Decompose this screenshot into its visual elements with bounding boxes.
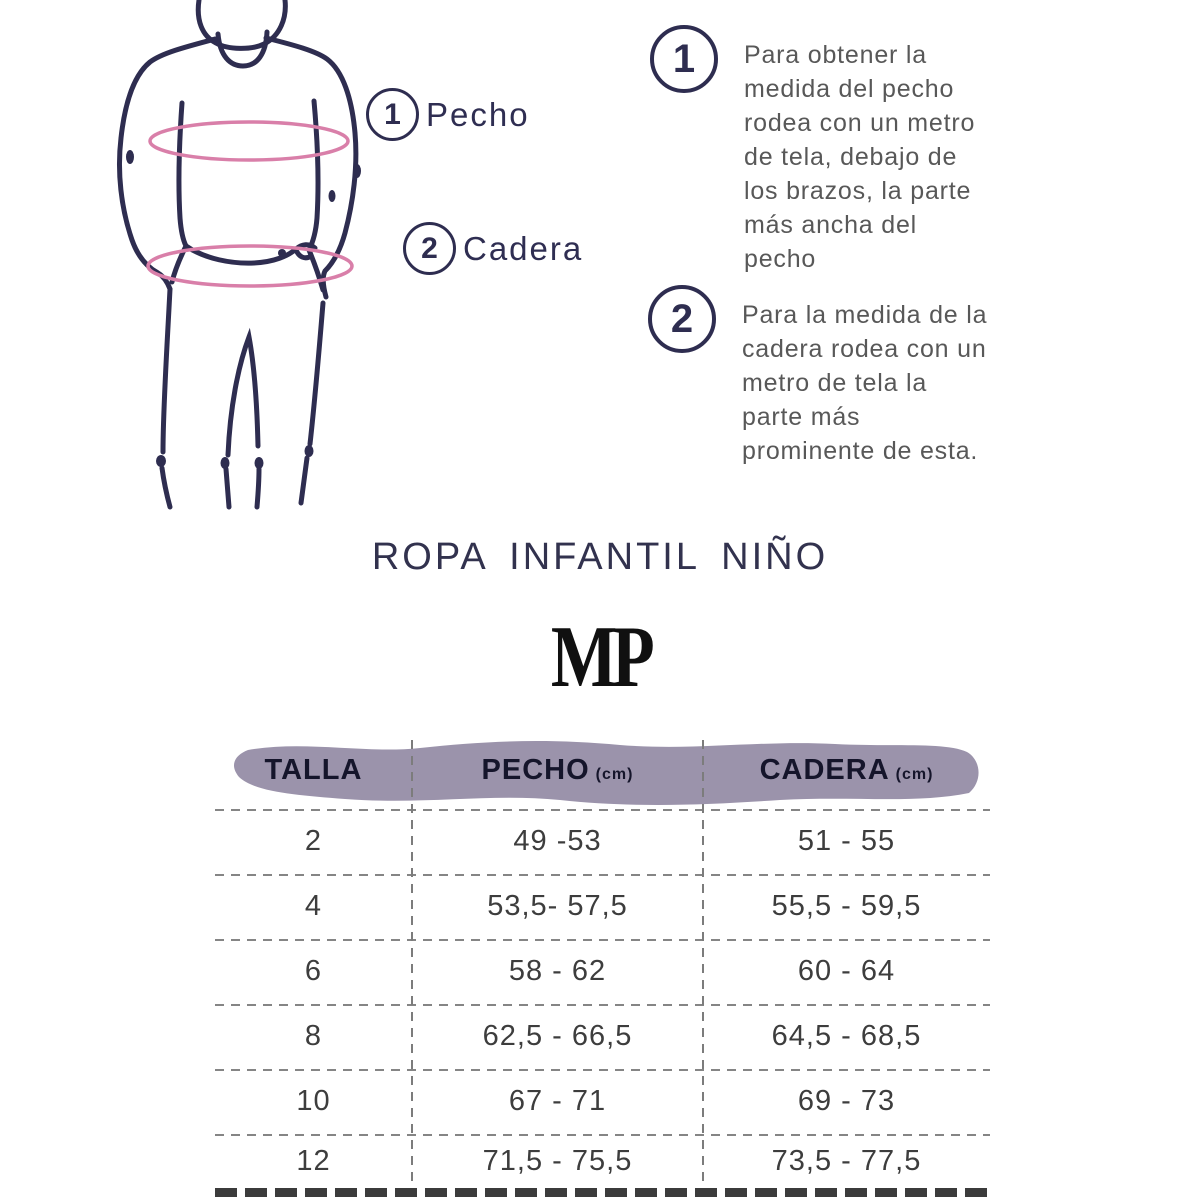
brand-logo: MP — [550, 609, 655, 706]
cell-talla: 12 — [296, 1144, 331, 1177]
table-row: 4 53,5- 57,5 55,5 - 59,5 — [215, 874, 990, 939]
table-bottom-edge — [215, 1188, 990, 1197]
table-header-row: TALLA PECHO (cm) CADERA (cm) — [215, 748, 990, 792]
header-cadera-label: CADERA — [759, 753, 890, 786]
cell-talla: 2 — [304, 825, 323, 857]
header-talla-label: TALLA — [264, 753, 363, 786]
section-title: ROPA INFANTIL NIÑO — [371, 536, 829, 578]
row-divider — [215, 1069, 990, 1071]
cell-cadera: 55,5 - 59,5 — [771, 890, 922, 922]
step-1-badge: 1 — [650, 25, 718, 93]
row-divider — [215, 809, 990, 811]
step-2-badge: 2 — [648, 285, 716, 353]
header-pecho: PECHO (cm) — [412, 754, 703, 787]
table-row: 12 71,5 - 75,5 73,5 - 77,5 — [215, 1134, 990, 1188]
cell-talla: 10 — [296, 1085, 331, 1117]
row-divider — [215, 939, 990, 941]
cell-cadera: 73,5 - 77,5 — [771, 1144, 922, 1177]
hip-measure-ellipse — [146, 244, 354, 288]
header-cadera-unit: (cm) — [895, 765, 934, 783]
chest-label-text: Pecho — [426, 95, 530, 133]
cell-talla: 4 — [304, 890, 323, 922]
cell-cadera: 69 - 73 — [797, 1085, 896, 1117]
instruction-step-1: 1 Para obtener la medida del pecho rodea… — [650, 25, 1084, 276]
table-row: 6 58 - 62 60 - 64 — [215, 939, 990, 1004]
joint-dots — [126, 150, 361, 469]
cell-pecho: 71,5 - 75,5 — [482, 1144, 633, 1177]
chest-measure-label: 1 Pecho — [366, 88, 530, 141]
cell-cadera: 51 - 55 — [797, 825, 896, 857]
table-row: 2 49 -53 51 - 55 — [215, 809, 990, 874]
cell-cadera: 64,5 - 68,5 — [771, 1020, 922, 1052]
cell-talla: 8 — [304, 1020, 323, 1052]
row-divider — [215, 874, 990, 876]
cell-pecho: 53,5- 57,5 — [487, 890, 628, 922]
row-divider — [215, 1134, 990, 1136]
hip-measure-label: 2 Cadera — [403, 222, 583, 275]
table-body: 2 49 -53 51 - 55 4 53,5- 57,5 55,5 - 59,… — [215, 809, 990, 1188]
table-row: 8 62,5 - 66,5 64,5 - 68,5 — [215, 1004, 990, 1069]
cell-cadera: 60 - 64 — [797, 955, 896, 987]
cell-pecho: 67 - 71 — [508, 1085, 607, 1117]
size-table: TALLA PECHO (cm) CADERA (cm) 2 49 -53 51… — [215, 737, 990, 1200]
body-outline — [116, 0, 359, 510]
column-divider — [411, 740, 413, 1188]
table-header-blob — [233, 741, 979, 805]
step-1-text: Para obtener la medida del pecho rodea c… — [744, 41, 976, 273]
chest-number-badge: 1 — [366, 88, 419, 141]
header-talla: TALLA — [215, 754, 412, 787]
measurement-ellipses — [146, 120, 354, 288]
header-cadera: CADERA (cm) — [703, 754, 990, 787]
step-2-text: Para la medida de la cadera rodea con un… — [742, 301, 988, 465]
hip-label-text: Cadera — [463, 229, 584, 267]
cell-pecho: 49 -53 — [513, 825, 602, 857]
header-pecho-unit: (cm) — [595, 765, 634, 783]
hip-number-badge: 2 — [403, 222, 456, 275]
row-divider — [215, 1004, 990, 1006]
column-divider — [702, 740, 704, 1188]
cell-talla: 6 — [304, 955, 323, 987]
chest-measure-ellipse — [148, 120, 350, 162]
header-pecho-label: PECHO — [481, 753, 590, 786]
instruction-step-2: 2 Para la medida de la cadera rodea con … — [648, 285, 1082, 468]
table-row: 10 67 - 71 69 - 73 — [215, 1069, 990, 1134]
boy-figure-illustration — [116, 0, 361, 510]
cell-pecho: 58 - 62 — [508, 955, 607, 987]
cell-pecho: 62,5 - 66,5 — [482, 1020, 633, 1052]
